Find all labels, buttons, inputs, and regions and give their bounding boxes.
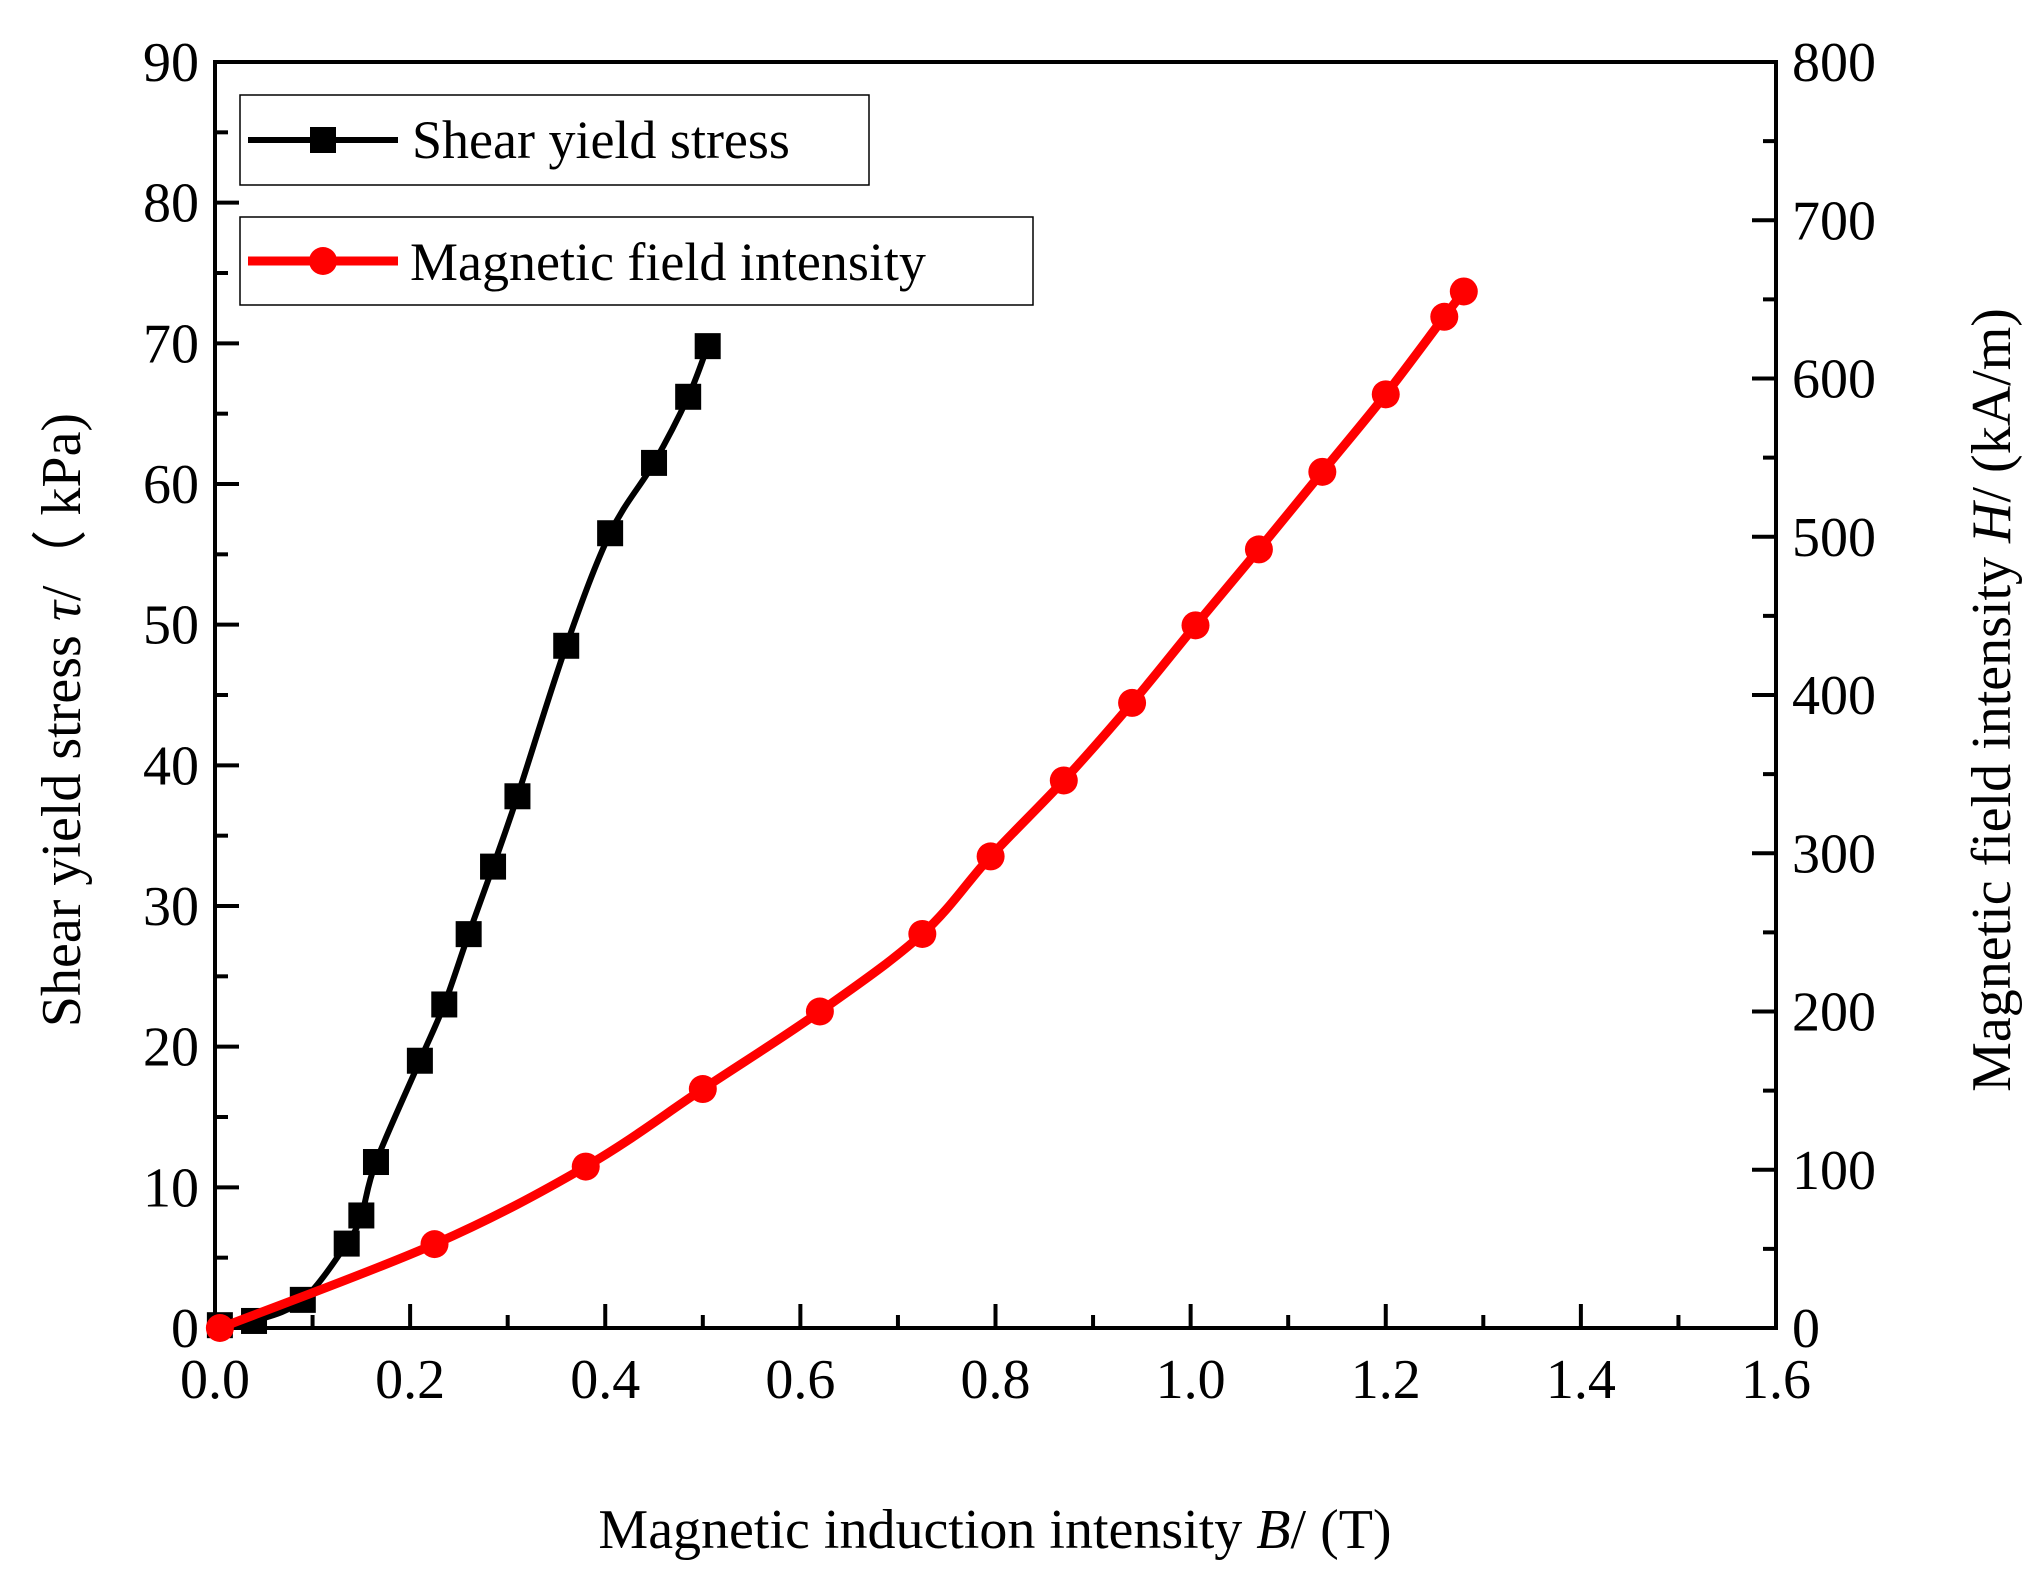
data-point-shear-yield-stress xyxy=(641,449,668,476)
data-point-magnetic-field-intensity xyxy=(1308,457,1337,486)
y-left-tick-label: 0 xyxy=(171,1298,199,1360)
x-tick-label: 1.0 xyxy=(1156,1349,1226,1411)
y-right-tick-label: 800 xyxy=(1792,32,1876,94)
data-point-shear-yield-stress xyxy=(333,1230,360,1257)
data-point-magnetic-field-intensity xyxy=(1181,611,1210,640)
y-axis-right-title-prefix: Magnetic field intensity xyxy=(1961,543,2023,1092)
data-point-shear-yield-stress xyxy=(504,783,531,810)
data-point-shear-yield-stress xyxy=(455,921,482,948)
y-axis-right-title-symbol: H xyxy=(1961,500,2023,544)
axis-ticks xyxy=(213,60,1778,1330)
data-point-magnetic-field-intensity xyxy=(420,1230,449,1259)
y-right-tick-label: 300 xyxy=(1792,823,1876,885)
legend-marker-square xyxy=(310,127,336,153)
legend-label-magnetic-field-intensity: Magnetic field intensity xyxy=(410,232,926,292)
y-left-tick-label: 10 xyxy=(143,1157,199,1219)
y-right-tick-label: 0 xyxy=(1792,1298,1820,1360)
y-left-tick-label: 20 xyxy=(143,1017,199,1079)
y-left-tick-label: 60 xyxy=(143,454,199,516)
series-line-shear-yield-stress xyxy=(216,343,711,1329)
data-point-magnetic-field-intensity xyxy=(805,997,834,1026)
x-tick-label: 1.4 xyxy=(1546,1349,1616,1411)
data-point-magnetic-field-intensity xyxy=(1244,535,1273,564)
y-right-tick-label: 700 xyxy=(1792,190,1876,252)
data-point-magnetic-field-intensity xyxy=(908,919,937,948)
y-left-tick-label: 40 xyxy=(143,735,199,797)
y-right-tick-label: 200 xyxy=(1792,982,1876,1044)
y-left-tick-label: 70 xyxy=(143,313,199,375)
x-tick-label: 0.2 xyxy=(375,1349,445,1411)
legend-label-shear-yield-stress: Shear yield stress xyxy=(412,110,790,170)
x-tick-label: 0.6 xyxy=(765,1349,835,1411)
data-point-shear-yield-stress xyxy=(694,333,721,360)
x-axis-title-suffix: / (T) xyxy=(1291,1499,1392,1561)
series-layer xyxy=(205,277,1478,1342)
data-point-magnetic-field-intensity xyxy=(1118,688,1147,717)
y-left-tick-label: 90 xyxy=(143,32,199,94)
data-point-magnetic-field-intensity xyxy=(976,842,1005,871)
data-point-shear-yield-stress xyxy=(553,632,580,659)
data-point-magnetic-field-intensity xyxy=(1049,766,1078,795)
data-point-shear-yield-stress xyxy=(406,1047,433,1074)
y-axis-right-title: Magnetic field intensity H/ (kA/m) xyxy=(1961,308,2023,1092)
data-point-shear-yield-stress xyxy=(675,383,702,410)
x-axis-title-symbol: B xyxy=(1256,1499,1290,1561)
x-tick-label: 0.8 xyxy=(961,1349,1031,1411)
y-right-tick-label: 500 xyxy=(1792,507,1876,569)
y-axis-left-title-symbol: τ xyxy=(31,599,93,621)
x-tick-label: 1.6 xyxy=(1741,1349,1811,1411)
axis-tick-labels: 0.0 0.2 0.4 0.6 0.8 1.0 1.2 1.4 1.60102030405060… xyxy=(143,32,1876,1411)
y-left-tick-label: 50 xyxy=(143,595,199,657)
data-point-magnetic-field-intensity xyxy=(205,1314,234,1342)
y-axis-left-title-suffix: /（ kPa) xyxy=(31,413,93,601)
series-line-magnetic-field-intensity xyxy=(215,286,1469,1333)
data-point-shear-yield-stress xyxy=(362,1149,389,1176)
data-point-magnetic-field-intensity xyxy=(1430,302,1459,331)
y-left-tick-label: 30 xyxy=(143,876,199,938)
y-axis-right-title-suffix: / (kA/m) xyxy=(1961,308,2023,502)
y-axis-left-title: Shear yield stress τ/（ kPa) xyxy=(31,413,93,1027)
y-axis-left-title-prefix: Shear yield stress xyxy=(31,621,93,1027)
data-point-magnetic-field-intensity xyxy=(571,1152,600,1181)
y-right-tick-label: 600 xyxy=(1792,349,1876,411)
x-axis-title-prefix: Magnetic induction intensity xyxy=(598,1499,1256,1561)
legend-entry-shear-yield-stress: Shear yield stress xyxy=(239,94,870,186)
data-point-shear-yield-stress xyxy=(597,520,624,547)
data-point-shear-yield-stress xyxy=(480,853,507,880)
data-point-magnetic-field-intensity xyxy=(688,1075,717,1104)
x-tick-label: 0.0 xyxy=(180,1349,250,1411)
x-tick-label: 0.4 xyxy=(570,1349,640,1411)
y-left-tick-label: 80 xyxy=(143,173,199,235)
data-point-magnetic-field-intensity xyxy=(1449,277,1478,306)
x-tick-label: 1.2 xyxy=(1351,1349,1421,1411)
legend-entry-magnetic-field-intensity: Magnetic field intensity xyxy=(239,216,1034,306)
y-right-tick-label: 100 xyxy=(1792,1140,1876,1202)
data-point-shear-yield-stress xyxy=(431,991,458,1018)
legend: Shear yield stress Magnetic field intens… xyxy=(239,94,1034,306)
legend-marker-circle xyxy=(309,247,337,275)
x-axis-title: Magnetic induction intensity B/ (T) xyxy=(598,1499,1391,1561)
y-right-tick-label: 400 xyxy=(1792,665,1876,727)
data-point-shear-yield-stress xyxy=(348,1202,375,1229)
data-point-magnetic-field-intensity xyxy=(1371,380,1400,409)
